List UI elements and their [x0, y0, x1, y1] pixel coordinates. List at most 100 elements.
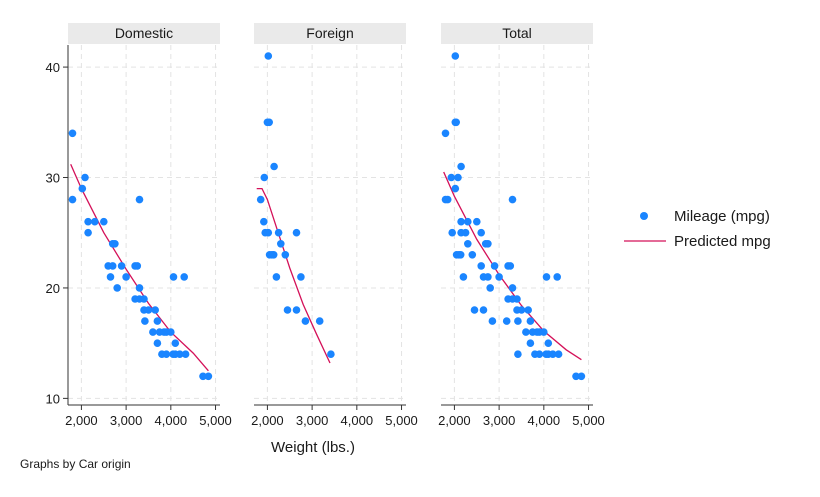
- data-point: [169, 273, 178, 281]
- x-tick-label: 5,000: [199, 413, 232, 428]
- x-tick-label: 5,000: [385, 413, 418, 428]
- y-tick-label: 10: [46, 391, 60, 406]
- data-point: [479, 306, 488, 314]
- data-point: [171, 339, 180, 348]
- data-point: [477, 262, 486, 270]
- data-point: [140, 295, 148, 303]
- data-point: [106, 273, 115, 281]
- data-point: [459, 273, 468, 281]
- legend-label-mileage: Mileage (mpg): [674, 208, 770, 225]
- data-point: [456, 251, 465, 259]
- facet-strip: [254, 23, 406, 44]
- data-point: [111, 240, 119, 248]
- data-point: [162, 350, 171, 359]
- data-point: [277, 240, 285, 248]
- data-point: [151, 306, 159, 314]
- data-point: [464, 240, 472, 248]
- x-tick-label: 5,000: [572, 413, 605, 428]
- data-point: [153, 317, 162, 325]
- data-point: [514, 317, 522, 325]
- data-point: [443, 195, 452, 204]
- data-point: [84, 228, 92, 237]
- data-point: [327, 350, 335, 359]
- y-tick-label: 20: [46, 281, 60, 296]
- data-point: [68, 129, 77, 138]
- x-tick-label: 2,000: [438, 413, 471, 428]
- data-point: [135, 284, 144, 292]
- facet-title: Total: [502, 25, 532, 41]
- data-point: [292, 306, 301, 314]
- y-tick-label: 30: [46, 171, 60, 186]
- data-point: [167, 328, 175, 336]
- data-point: [81, 173, 89, 182]
- data-point: [270, 162, 278, 171]
- y-tick-label: 40: [46, 60, 60, 75]
- by-note: Graphs by Car origin: [20, 457, 131, 471]
- legend-label-predicted: Predicted mpg: [674, 233, 771, 250]
- data-point: [448, 228, 457, 237]
- data-point: [272, 273, 281, 281]
- facet-strip: [441, 23, 593, 44]
- data-point: [301, 317, 310, 325]
- data-point: [113, 284, 121, 292]
- data-point: [263, 118, 272, 127]
- data-point: [141, 317, 149, 325]
- data-point: [274, 228, 283, 237]
- data-point: [508, 284, 517, 292]
- data-point: [176, 350, 184, 359]
- data-point: [451, 184, 460, 193]
- data-point: [256, 195, 265, 204]
- data-point: [535, 350, 544, 359]
- facet-title: Foreign: [306, 25, 353, 41]
- data-point: [457, 217, 465, 226]
- data-point: [260, 217, 268, 226]
- data-point: [149, 328, 157, 336]
- data-point: [484, 273, 492, 281]
- facet-strip: [68, 23, 220, 44]
- data-point: [470, 306, 479, 314]
- data-point: [264, 52, 273, 60]
- data-point: [100, 217, 108, 226]
- data-point: [514, 350, 522, 359]
- data-point: [260, 173, 269, 182]
- x-tick-label: 2,000: [251, 413, 284, 428]
- data-point: [513, 295, 521, 303]
- data-point: [180, 273, 188, 281]
- data-point: [461, 228, 470, 237]
- data-point: [199, 372, 207, 381]
- data-point: [451, 52, 460, 60]
- data-point: [441, 129, 450, 138]
- data-point: [454, 173, 462, 182]
- data-point: [281, 251, 290, 259]
- data-point: [84, 217, 92, 226]
- data-point: [540, 328, 548, 336]
- data-point: [78, 184, 87, 193]
- data-point: [181, 350, 190, 359]
- data-point: [506, 262, 515, 270]
- x-axis-title: Weight (lbs.): [271, 439, 355, 456]
- data-point: [544, 339, 553, 348]
- data-point: [542, 273, 551, 281]
- x-tick-label: 4,000: [528, 413, 561, 428]
- data-point: [553, 273, 561, 281]
- data-point: [524, 306, 532, 314]
- data-point: [495, 273, 503, 281]
- data-point: [292, 228, 301, 237]
- data-point: [577, 372, 586, 381]
- data-point: [464, 217, 472, 226]
- data-point: [549, 350, 557, 359]
- data-point: [477, 228, 486, 237]
- data-point: [554, 350, 563, 359]
- data-point: [488, 317, 497, 325]
- data-point: [502, 317, 511, 325]
- data-point: [68, 195, 77, 204]
- data-point: [135, 195, 144, 204]
- data-point: [91, 217, 99, 226]
- predicted-line: [256, 187, 331, 364]
- data-point: [269, 251, 278, 259]
- data-point: [490, 262, 499, 270]
- data-point: [468, 251, 477, 259]
- data-point: [315, 317, 324, 325]
